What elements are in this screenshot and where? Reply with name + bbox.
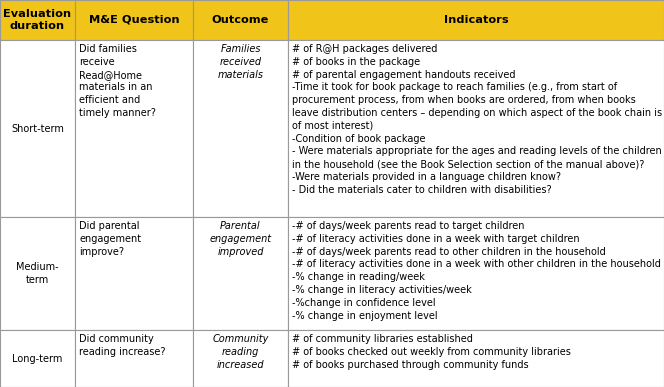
Text: # of R@H packages delivered
# of books in the package
# of parental engagement h: # of R@H packages delivered # of books i… [292,44,662,195]
Text: Long-term: Long-term [13,353,62,363]
Bar [288,0,664,40]
Text: Evaluation
duration: Evaluation duration [3,9,72,31]
Text: Indicators: Indicators [444,15,509,25]
Bar [0,330,75,387]
Text: M&E Question: M&E Question [89,15,179,25]
Text: Did community
reading increase?: Did community reading increase? [79,334,165,357]
Bar [193,0,288,40]
Bar [75,217,193,330]
Text: -# of days/week parents read to target children
-# of literacy activities done i: -# of days/week parents read to target c… [292,221,661,320]
Text: # of community libraries established
# of books checked out weekly from communit: # of community libraries established # o… [292,334,571,370]
Text: Short-term: Short-term [11,123,64,134]
Text: Outcome: Outcome [212,15,269,25]
Bar [75,330,193,387]
Bar [0,0,75,40]
Text: Families
received
materials: Families received materials [218,44,264,80]
Bar [0,40,75,217]
Bar [288,40,664,217]
Text: Parental
engagement
improved: Parental engagement improved [209,221,272,257]
Bar [75,40,193,217]
Text: Medium-
term: Medium- term [16,262,59,285]
Bar [0,217,75,330]
Text: Community
reading
increased: Community reading increased [212,334,269,370]
Text: Did families
receive
Read@Home
materials in an
efficient and
timely manner?: Did families receive Read@Home materials… [79,44,156,118]
Text: Did parental
engagement
improve?: Did parental engagement improve? [79,221,141,257]
Bar [288,330,664,387]
Bar [193,217,288,330]
Bar [193,330,288,387]
Bar [193,40,288,217]
Bar [75,0,193,40]
Bar [288,217,664,330]
